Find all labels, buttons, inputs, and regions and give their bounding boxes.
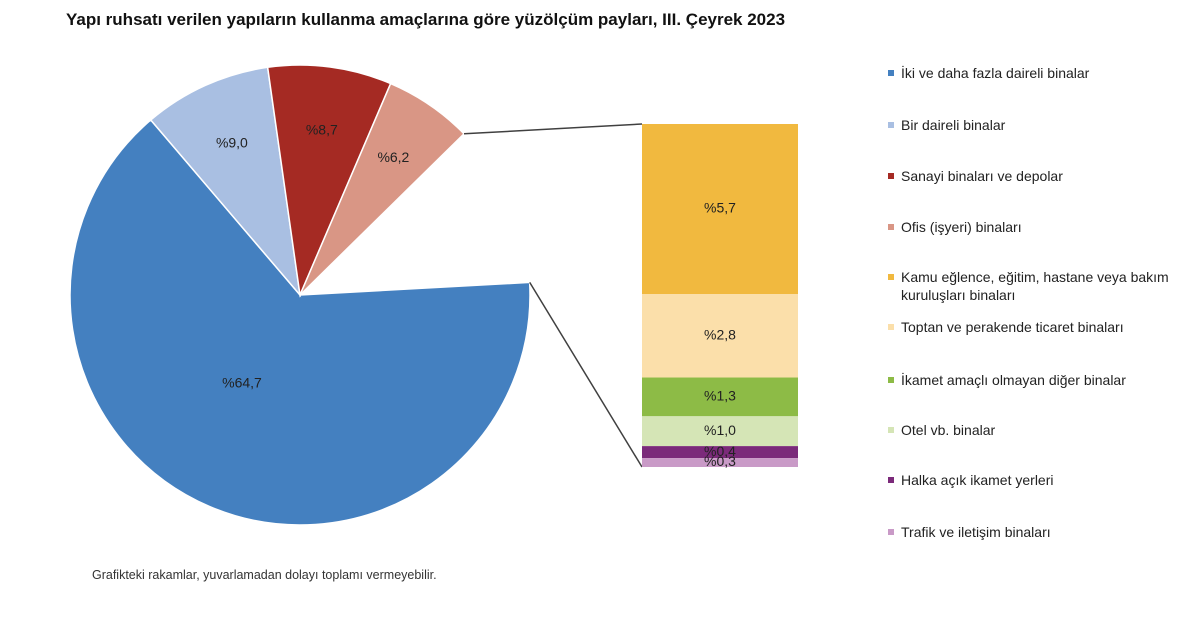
legend-label: Trafik ve iletişim binaları [901,524,1051,540]
chart-title: Yapı ruhsatı verilen yapıların kullanma … [66,10,786,29]
bar-segment [642,446,798,459]
legend-swatch [888,377,894,383]
legend-swatch [888,274,894,280]
legend-swatch [888,324,894,330]
legend-swatch [888,427,894,433]
connector-lines [463,123,643,468]
pie-slice [300,133,530,295]
connector-line [463,123,643,135]
bar-segment-label: %1,3 [704,388,736,404]
bar-segment-label: %0,3 [704,453,736,469]
footnote: Grafikteki rakamlar, yuvarlamadan dolayı… [92,568,437,582]
legend-item: Toptan ve perakende ticaret binaları [888,318,1186,336]
legend-item: Bir daireli binalar [888,116,1186,134]
legend-swatch [888,529,894,535]
legend-swatch [888,173,894,179]
legend-swatch [888,70,894,76]
pie-slice [299,82,466,296]
connector-line [529,282,643,468]
bar-segment [642,377,798,417]
stacked-bar: %5,7 %2,8 %1,3 %1,0 %0,4%0,3 [642,124,798,469]
bar-segment-label: %0,4 [704,443,736,459]
legend-item: Otel vb. binalar [888,421,1186,439]
bar-segment-label: %1,0 [704,422,736,438]
pie-slice-label: %64,7 [222,375,262,391]
pie-slice [266,64,392,298]
legend-item: İki ve daha fazla daireli binalar [888,64,1186,82]
legend-label: İki ve daha fazla daireli binalar [901,65,1090,81]
legend-item: İkamet amaçlı olmayan diğer binalar [888,371,1186,389]
legend-swatch [888,477,894,483]
legend-item: Trafik ve iletişim binaları [888,523,1186,541]
legend-label: Toptan ve perakende ticaret binaları [901,319,1124,335]
legend: İki ve daha fazla daireli binalar Bir dai… [888,0,1188,618]
pie-slice-label: %9,0 [216,135,248,151]
legend-label: Otel vb. binalar [901,422,996,438]
legend-item: Sanayi binaları ve depolar [888,167,1186,185]
pie-slice-label: %6,2 [377,149,409,165]
legend-label: Ofis (işyeri) binaları [901,219,1022,235]
legend-label: Kamu eğlence, eğitim, hastane veya bakım… [901,269,1169,303]
legend-label: Halka açık ikamet yerleri [901,472,1054,488]
legend-item: Halka açık ikamet yerleri [888,471,1186,489]
bar-segment-label: %5,7 [704,200,736,216]
legend-swatch [888,122,894,128]
bar-segment [642,458,798,467]
legend-item: Ofis (işyeri) binaları [888,218,1186,236]
legend-label: İkamet amaçlı olmayan diğer binalar [901,372,1126,388]
pie: %11,5%64,7%9,0%8,7%6,2 [69,64,531,526]
legend-swatch [888,224,894,230]
bar-segment-label: %2,8 [704,327,736,343]
pie-slice [149,66,302,298]
bar-segment [642,124,798,295]
bar-segment [642,294,798,378]
legend-item: Kamu eğlence, eğitim, hastane veya bakım… [888,268,1186,304]
pie-slice-label: %8,7 [306,122,338,138]
legend-label: Bir daireli binalar [901,117,1006,133]
legend-label: Sanayi binaları ve depolar [901,168,1063,184]
bar-segment [642,416,798,447]
pie-slice [69,118,531,526]
